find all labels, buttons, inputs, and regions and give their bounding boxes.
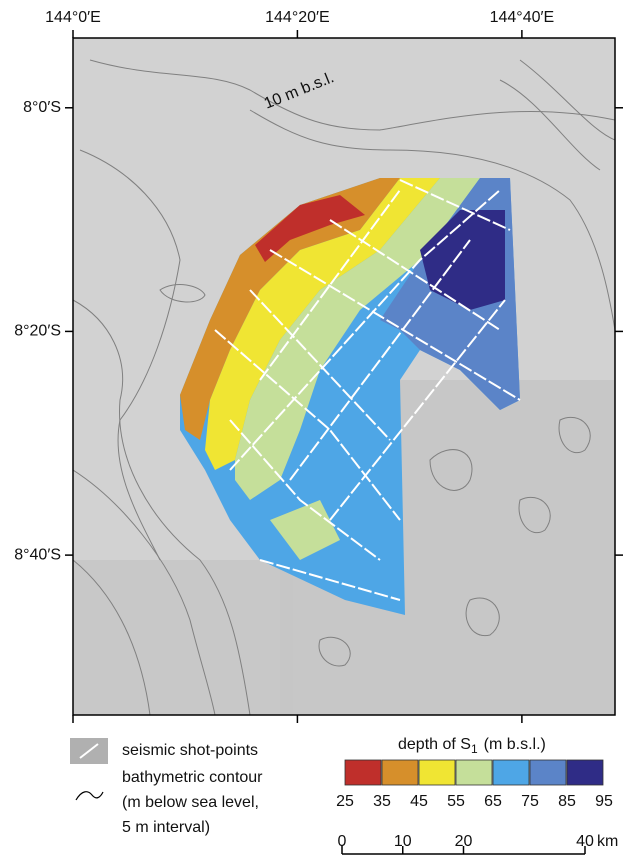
- legend-label: bathymetric contour: [122, 769, 263, 786]
- legend-label: (m below sea level,: [122, 794, 259, 811]
- title-subscript: 1: [471, 742, 478, 756]
- title-text: depth of S: [398, 736, 471, 753]
- color-swatch: [382, 760, 418, 785]
- legend-label: 5 m interval): [122, 819, 210, 836]
- color-swatch: [456, 760, 492, 785]
- x-tick-label: 144°20′E: [265, 9, 330, 26]
- color-scale-label: 25: [336, 793, 354, 810]
- title-unit: (m b.s.l.): [484, 736, 546, 753]
- color-scale-label: 45: [410, 793, 428, 810]
- contour-symbol: [76, 792, 103, 800]
- x-tick-label: 144°40′E: [490, 9, 555, 26]
- color-scale-title: depth of S1 (m b.s.l.): [398, 736, 546, 756]
- color-scale-label: 95: [595, 793, 613, 810]
- legend: seismic shot-points bathymetric contour …: [70, 738, 263, 836]
- x-tick-label: 144°0′E: [45, 9, 101, 26]
- color-swatch: [567, 760, 603, 785]
- color-swatch: [530, 760, 566, 785]
- legend-label: seismic shot-points: [122, 742, 258, 759]
- y-tick-label: 8°0′S: [23, 99, 61, 116]
- color-scale-label: 35: [373, 793, 391, 810]
- color-scale-label: 55: [447, 793, 465, 810]
- y-tick-label: 8°20′S: [14, 323, 61, 340]
- color-swatch: [419, 760, 455, 785]
- scale-bar-unit: km: [597, 833, 618, 850]
- scale-bar-label: 10: [394, 833, 412, 850]
- scale-bar-label: 20: [455, 833, 473, 850]
- scale-bar-label: 0: [338, 833, 347, 850]
- color-swatch: [345, 760, 381, 785]
- map-figure: 10 m b.s.l. seismic shot-points bathymet…: [0, 0, 627, 862]
- color-scale-label: 75: [521, 793, 539, 810]
- color-scale-label: 85: [558, 793, 576, 810]
- scale-bar-label: 40: [576, 833, 594, 850]
- y-tick-label: 8°40′S: [14, 546, 61, 563]
- color-scale-label: 65: [484, 793, 502, 810]
- color-swatch: [493, 760, 529, 785]
